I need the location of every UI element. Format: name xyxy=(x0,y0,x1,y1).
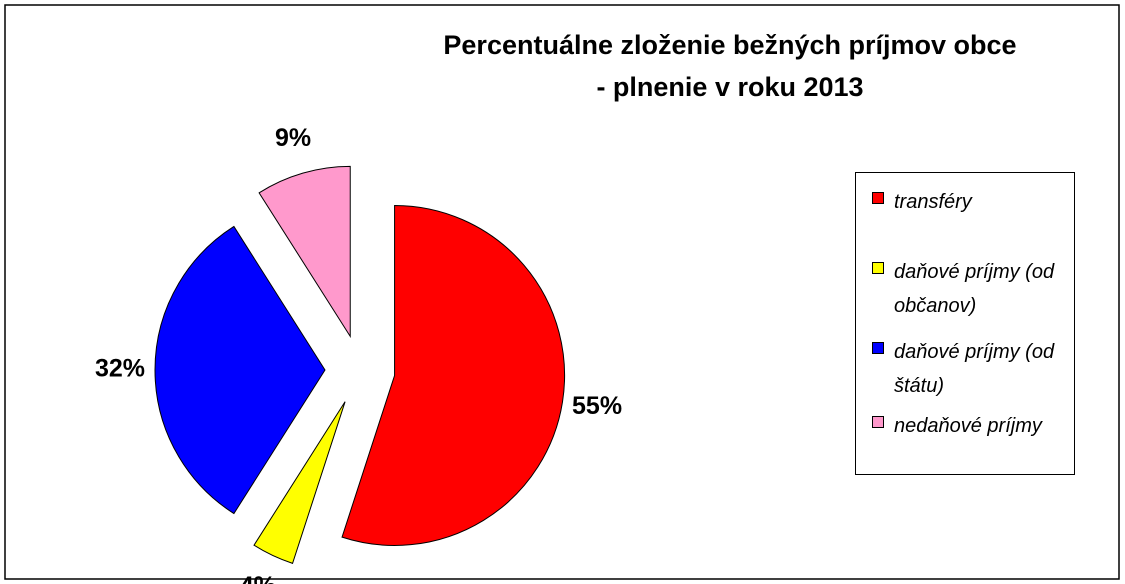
legend-item: nedaňové príjmy xyxy=(872,409,1067,443)
legend-label: daňové príjmy (od štátu) xyxy=(894,341,1055,397)
legend-swatch xyxy=(872,342,884,354)
legend-swatch xyxy=(872,192,884,204)
legend-item: daňové príjmy (od štátu) xyxy=(872,335,1067,403)
legend-label: transféry xyxy=(894,191,972,213)
legend-label: daňové príjmy (od občanov) xyxy=(894,261,1055,317)
legend-item: daňové príjmy (od občanov) xyxy=(872,255,1067,323)
data-label: 32% xyxy=(95,355,145,383)
data-label: 4% xyxy=(240,572,276,584)
chart-title: Percentuálne zloženie bežných príjmov ob… xyxy=(443,30,1017,102)
legend-swatch xyxy=(872,416,884,428)
legend-item: transféry xyxy=(872,185,1067,219)
data-label: 55% xyxy=(572,392,622,420)
pie-slice xyxy=(258,165,351,339)
legend-label: nedaňové príjmy xyxy=(894,415,1042,437)
legend: transféry daňové príjmy (od občanov) daňov… xyxy=(855,172,1075,475)
legend-swatch xyxy=(872,262,884,274)
data-label: 9% xyxy=(275,124,311,152)
pie-slice xyxy=(253,401,346,564)
pie-slice xyxy=(154,225,326,515)
pie-slice xyxy=(341,204,566,546)
